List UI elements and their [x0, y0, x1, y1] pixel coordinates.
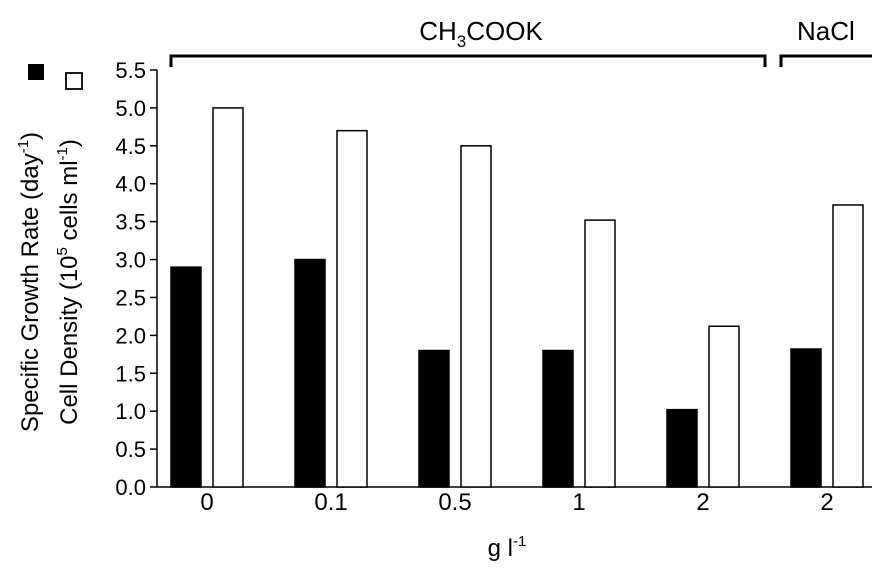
svg-text:Specific Growth Rate (day-1): Specific Growth Rate (day-1): [15, 132, 44, 432]
y-tick-label: 0.5: [115, 437, 146, 462]
x-tick-label: 2: [696, 489, 709, 516]
bar-cell-density: [336, 129, 368, 488]
x-tick-label: 0.5: [438, 489, 471, 516]
y-tick-label: 1.0: [115, 399, 146, 424]
group-label-ch3cook: CH3COOK: [419, 16, 543, 51]
y-axis-title-line1: Specific Growth Rate (day-1): [15, 132, 44, 432]
y-axis-title-line2: Cell Density (105 cells ml-1): [54, 139, 83, 425]
bar-cell-density: [584, 219, 616, 488]
bar-growth-rate: [790, 348, 822, 488]
y-tick-label: 2.5: [115, 285, 146, 310]
y-tick-label: 0.0: [115, 475, 146, 500]
y-tick-label: 5.0: [115, 96, 146, 121]
x-axis-ticks: 0 0.1 0.5 1 2 2: [200, 489, 833, 516]
y-tick-label: 2.0: [115, 323, 146, 348]
ylabel2-sup1: 5: [54, 247, 71, 255]
bar-growth-rate: [170, 266, 202, 488]
bars: [170, 107, 864, 488]
x-tick-label: 0: [200, 489, 213, 516]
bar-growth-rate: [542, 349, 574, 488]
group-bracket-ch3cook: [169, 54, 767, 67]
ylabel2-mid: cells ml: [56, 160, 83, 247]
bar-cell-density: [708, 325, 740, 488]
bar-cell-density: [460, 145, 492, 488]
bar-cell-density: [212, 107, 244, 488]
x-tick-label: 1: [572, 489, 585, 516]
ylabel1-sup: -1: [15, 140, 32, 153]
bar-growth-rate: [666, 408, 698, 488]
ylabel1-close: ): [17, 132, 44, 140]
ylabel2-sup2: -1: [54, 147, 71, 160]
group-bracket-nacl: [779, 54, 872, 67]
ylabel2-main: Cell Density (10: [56, 255, 83, 424]
group-label-ch3cook-prefix: CH: [419, 16, 457, 46]
y-axis-ticks: 0.0 0.5 1.0 1.5 2.0 2.5 3.0 3.5 4.0 4.5 5.0 5.5: [115, 58, 157, 500]
x-tick-label: 0.1: [314, 489, 347, 516]
legend-swatch-cell-density: [65, 72, 83, 90]
xlabel-sup: -1: [513, 533, 526, 550]
y-tick-label: 4.5: [115, 134, 146, 159]
group-label-nacl: NaCl: [797, 16, 855, 46]
bar-cell-density: [832, 204, 864, 488]
ylabel1-main: Specific Growth Rate (day: [17, 153, 44, 432]
legend-swatch-growth-rate: [28, 64, 44, 80]
y-tick-label: 5.5: [115, 58, 146, 83]
y-tick-label: 3.5: [115, 210, 146, 235]
y-tick-label: 4.0: [115, 172, 146, 197]
svg-text:Cell Density (105 cells ml-1): Cell Density (105 cells ml-1): [54, 139, 83, 425]
y-tick-label: 1.5: [115, 361, 146, 386]
ylabel2-close: ): [56, 139, 83, 147]
xlabel-main: g l: [488, 535, 513, 562]
bar-growth-rate: [294, 258, 326, 488]
y-tick-label: 3.0: [115, 248, 146, 273]
x-axis-title: g l-1: [488, 533, 527, 562]
group-label-ch3cook-sub: 3: [457, 32, 466, 51]
bar-growth-rate: [418, 349, 450, 488]
x-tick-label: 2: [820, 489, 833, 516]
group-label-ch3cook-suffix: COOK: [466, 16, 543, 46]
